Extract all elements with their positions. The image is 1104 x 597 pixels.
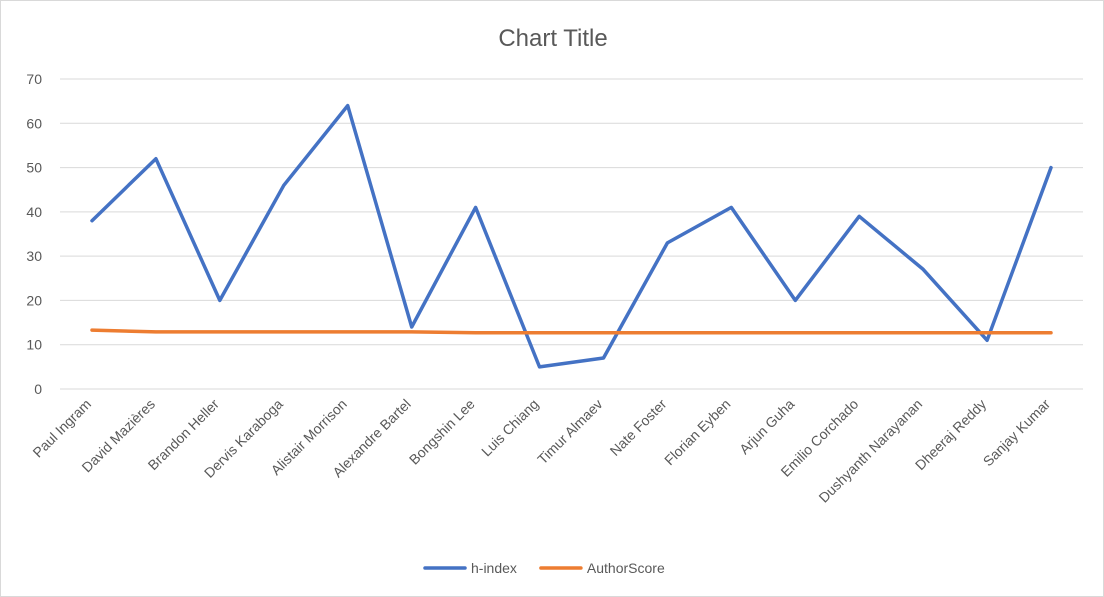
x-tick-label: Luis Chiang bbox=[478, 396, 542, 460]
legend: h-index AuthorScore bbox=[423, 560, 665, 576]
y-tick-label: 20 bbox=[26, 292, 42, 308]
y-tick-label: 40 bbox=[26, 204, 42, 220]
y-tick-label: 10 bbox=[26, 337, 42, 353]
y-tick-label: 60 bbox=[26, 115, 42, 131]
legend-label-0: h-index bbox=[471, 560, 517, 576]
legend-label-1: AuthorScore bbox=[587, 560, 665, 576]
x-tick-label: Arjun Guha bbox=[736, 396, 798, 458]
x-tick-label: Sanjay Kumar bbox=[980, 396, 1054, 470]
x-tick-label: Paul Ingram bbox=[29, 396, 94, 461]
series-line-1 bbox=[90, 328, 1053, 335]
y-tick-label: 0 bbox=[34, 381, 42, 397]
chart-title: Chart Title bbox=[498, 25, 607, 52]
y-axis-ticks: 0 10 20 30 40 50 60 70 bbox=[26, 71, 42, 397]
x-tick-label: Bongshin Lee bbox=[406, 396, 478, 468]
series-lines bbox=[90, 103, 1053, 369]
gridlines bbox=[60, 78, 1083, 390]
x-tick-label: Florian Eyben bbox=[661, 396, 733, 468]
y-tick-label: 30 bbox=[26, 248, 42, 264]
series-line-0 bbox=[90, 103, 1053, 369]
y-tick-label: 70 bbox=[26, 71, 42, 87]
x-tick-label: Timur Almaev bbox=[534, 396, 605, 467]
y-tick-label: 50 bbox=[26, 160, 42, 176]
x-tick-label: Dushyanth Narayanan bbox=[815, 396, 925, 506]
x-tick-label: Nate Foster bbox=[606, 396, 669, 459]
